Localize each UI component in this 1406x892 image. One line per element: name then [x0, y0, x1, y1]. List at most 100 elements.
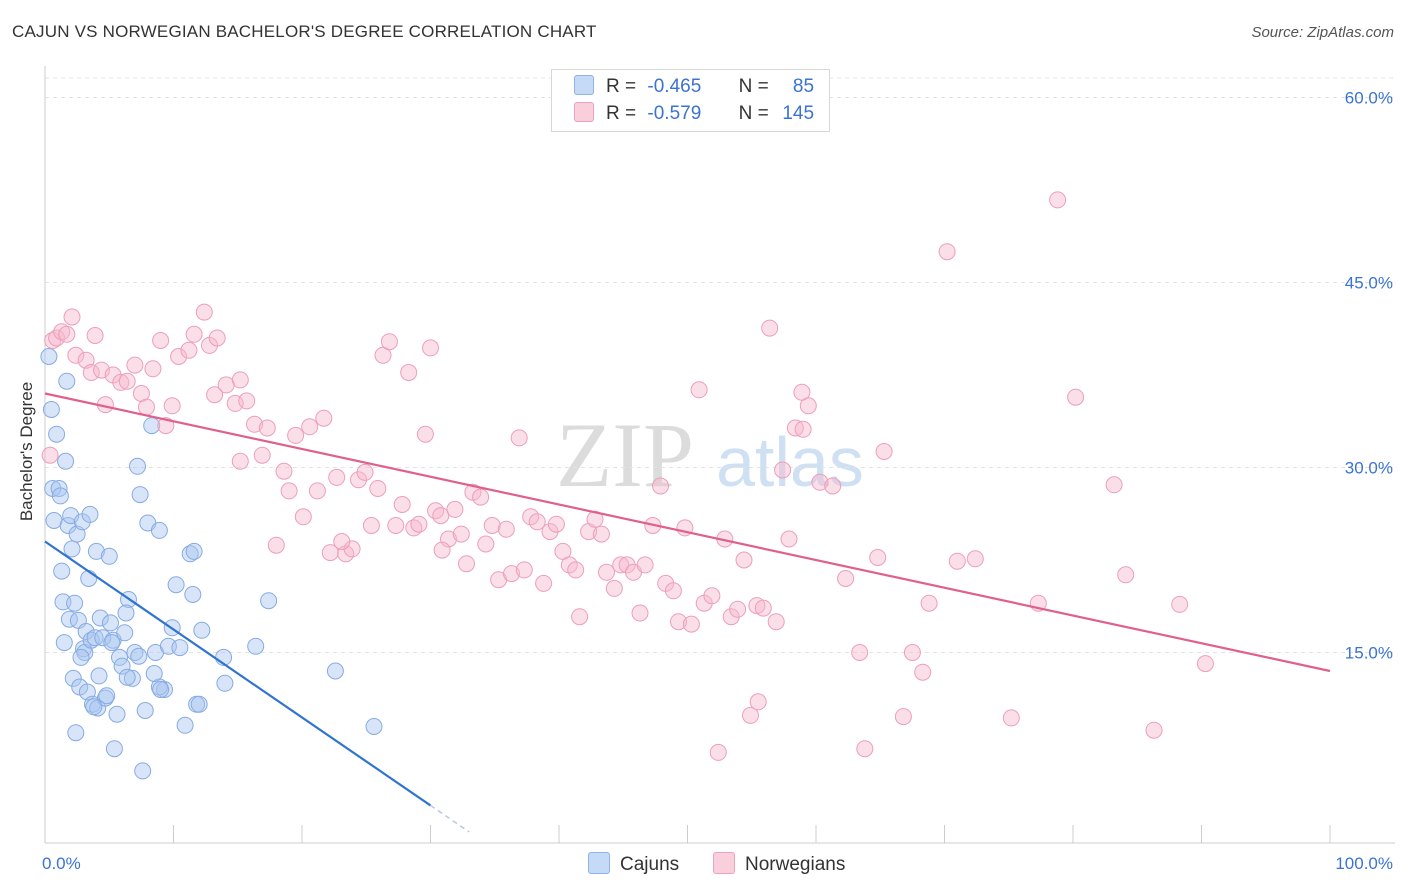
- norwegians-point: [294, 508, 312, 526]
- norwegians-point: [920, 594, 938, 612]
- y-tick-label: 60.0%: [1345, 89, 1393, 108]
- cajuns-point: [102, 614, 119, 632]
- norwegians-point: [811, 473, 829, 491]
- cajuns-point: [91, 609, 109, 627]
- cajuns-point: [81, 505, 99, 523]
- gridlines: [45, 77, 1395, 653]
- legend-item-norwegians: Norwegians: [713, 852, 845, 876]
- cajuns-point: [80, 570, 98, 587]
- norwegians-point: [180, 341, 198, 359]
- cajuns-point: [98, 687, 116, 705]
- norwegians-point: [416, 425, 434, 443]
- norwegians-point: [163, 397, 181, 415]
- cajuns-point: [118, 668, 136, 686]
- legend-n-label: N =: [738, 103, 769, 124]
- norwegians-point: [837, 570, 855, 587]
- legend-swatch-norwegians: [713, 852, 735, 874]
- norwegians-point: [333, 533, 351, 550]
- norwegians-point: [749, 693, 767, 711]
- cajuns-point: [67, 724, 85, 742]
- legend-r-value-norwegians: -0.579: [647, 103, 702, 124]
- y-axis-title: Bachelor's Degree: [17, 382, 36, 521]
- cajuns-point: [42, 401, 60, 418]
- cajuns-point: [167, 576, 185, 594]
- norwegians-point: [231, 371, 249, 389]
- cajuns-point: [59, 517, 77, 534]
- norwegians-point: [497, 520, 515, 538]
- norwegians-point: [301, 418, 319, 436]
- norwegians-point: [903, 644, 921, 661]
- norwegians-point: [567, 561, 585, 579]
- cajuns-point: [103, 634, 121, 652]
- axis-labels: 15.0% 30.0% 45.0% 60.0% 0.0% 100.0% Bachelor's…: [17, 89, 1393, 874]
- norwegians-point: [275, 462, 293, 480]
- norwegians-point: [799, 397, 817, 415]
- norwegians-point: [63, 308, 81, 326]
- norwegians-point: [966, 550, 984, 568]
- watermark-atlas: atlas: [716, 423, 864, 501]
- norwegians-point: [126, 356, 144, 374]
- axes: [44, 66, 1395, 844]
- norwegians-point: [483, 517, 501, 534]
- norwegians-point: [894, 708, 912, 726]
- cajuns-point: [326, 662, 344, 680]
- cajuns-point: [57, 452, 75, 470]
- norwegians-point: [206, 386, 224, 404]
- norwegians-point: [356, 463, 374, 481]
- norwegians-point: [605, 579, 623, 597]
- norwegians-trend-line: [44, 392, 1331, 673]
- norwegians-point: [41, 446, 59, 464]
- cajuns-point: [134, 762, 152, 780]
- norwegians-point: [157, 417, 175, 435]
- norwegians-point: [851, 644, 869, 661]
- norwegians-point: [703, 587, 721, 605]
- norwegians-point: [427, 502, 445, 520]
- norwegians-point: [440, 530, 457, 548]
- legend-swatch-cajuns: [588, 852, 610, 874]
- norwegians-point: [767, 613, 785, 631]
- norwegians-point: [369, 480, 387, 497]
- cajuns-point: [105, 740, 123, 758]
- norwegians-point: [754, 599, 772, 617]
- watermark-zip: ZIP: [556, 404, 694, 506]
- norwegians-point: [528, 513, 546, 531]
- norwegians-point: [118, 372, 136, 390]
- norwegians-point: [152, 332, 170, 349]
- norwegians-point: [1196, 655, 1214, 673]
- cajuns-point: [58, 372, 76, 390]
- cajuns-point: [85, 698, 103, 716]
- cajuns-point: [193, 621, 211, 639]
- cajuns-point: [123, 669, 141, 687]
- cajuns-point: [77, 623, 95, 640]
- norwegians-point: [547, 515, 565, 533]
- norwegians-point: [515, 561, 533, 579]
- norwegians-point: [535, 574, 553, 592]
- norwegians-point: [690, 381, 708, 399]
- legend-n-value-norwegians: 145: [782, 103, 815, 124]
- norwegians-point: [1002, 709, 1020, 727]
- legend-r-label: R =: [606, 103, 637, 124]
- cajuns-point: [216, 674, 234, 692]
- norwegians-point: [824, 477, 842, 495]
- norwegians-point: [393, 496, 411, 513]
- norwegians-point: [422, 339, 439, 357]
- cajuns-point: [40, 348, 58, 365]
- legend-r-value-cajuns: -0.465: [647, 76, 702, 97]
- cajuns-point: [64, 669, 82, 687]
- norwegians-point: [238, 392, 256, 410]
- norwegians-point: [914, 663, 932, 681]
- cajuns-point: [116, 624, 134, 642]
- norwegians-point: [794, 420, 812, 438]
- norwegians-point: [452, 525, 470, 543]
- cajuns-point: [60, 610, 78, 628]
- legend-n-value-cajuns: 85: [792, 76, 815, 97]
- source-credit: Source: ZipAtlas.com: [1251, 24, 1394, 41]
- legend-label-cajuns: Cajuns: [620, 854, 680, 875]
- norwegians-point: [246, 415, 263, 433]
- norwegians-point: [612, 556, 630, 574]
- legend-swatch-cajuns: [574, 75, 594, 95]
- norwegians-point: [362, 517, 380, 534]
- cajuns-point: [190, 695, 208, 713]
- norwegians-point: [1145, 721, 1163, 739]
